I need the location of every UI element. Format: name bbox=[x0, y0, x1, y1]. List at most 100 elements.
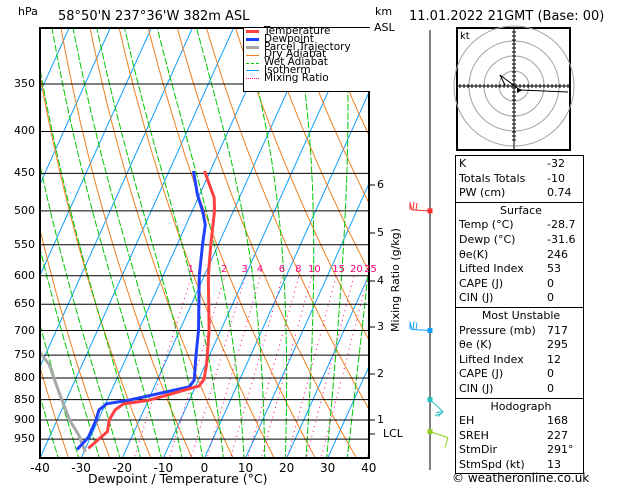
wind-barb bbox=[427, 397, 444, 417]
mixing-ratio-line bbox=[286, 275, 337, 458]
row-value: 227 bbox=[547, 428, 568, 442]
row-value: 295 bbox=[547, 338, 568, 352]
legend-item: Dry Adiabat bbox=[244, 48, 370, 61]
x-tick-label: 30 bbox=[320, 461, 336, 475]
x-tick-label: -40 bbox=[30, 461, 50, 475]
wind-barbs bbox=[409, 201, 449, 448]
location-title: 58°50'N 237°36'W 382m ASL bbox=[58, 9, 250, 24]
table-row: SREH 227 bbox=[459, 429, 583, 444]
table-row: StmDir 291° bbox=[459, 443, 583, 458]
isotherm bbox=[327, 365, 369, 458]
table-row: Lifted Index 53 bbox=[459, 262, 583, 277]
legend-swatch bbox=[246, 62, 259, 64]
row-label: θe (K) bbox=[459, 338, 492, 352]
row-value: -10 bbox=[547, 171, 565, 185]
mixing-ratio-line bbox=[305, 275, 355, 458]
temperature-line bbox=[87, 170, 216, 450]
row-label: CAPE (J) bbox=[459, 276, 504, 290]
isotherm bbox=[40, 28, 111, 186]
mixing-ratio-label: 10 bbox=[308, 264, 321, 275]
row-value: 717 bbox=[547, 323, 568, 337]
x-tick-label: 40 bbox=[361, 461, 377, 475]
km-label: 1 bbox=[377, 413, 384, 426]
mixing-ratio-label: 8 bbox=[295, 264, 302, 275]
mixing-ratio-label: 4 bbox=[256, 264, 264, 275]
km-label: LCL bbox=[383, 427, 403, 440]
legend-label: Wet Adiabat bbox=[264, 56, 328, 69]
pressure-label: 500 bbox=[14, 203, 35, 217]
x-axis-title: Dewpoint / Temperature (°C) bbox=[88, 471, 268, 486]
pressure-label: 650 bbox=[14, 297, 35, 311]
hodograph-unit: kt bbox=[460, 31, 470, 42]
legend-swatch bbox=[246, 30, 259, 34]
plot-frame bbox=[39, 27, 370, 459]
legend-label: Dewpoint bbox=[264, 32, 314, 45]
table-row: CIN (J) 0 bbox=[459, 382, 583, 397]
row-value: 246 bbox=[547, 247, 568, 261]
row-value: -31.6 bbox=[547, 232, 576, 246]
row-label: Lifted Index bbox=[459, 262, 524, 276]
isotherm bbox=[286, 273, 369, 458]
legend-label: Dry Adiabat bbox=[264, 48, 327, 61]
asl-unit: ASL bbox=[374, 21, 395, 34]
km-label: 5 bbox=[377, 226, 384, 239]
legend-label: Temperature bbox=[264, 25, 331, 37]
table-row: StmSpd (kt) 13 bbox=[459, 458, 583, 473]
row-label: Temp (°C) bbox=[459, 218, 514, 232]
table-row: Temp (°C) -28.7 bbox=[459, 218, 583, 233]
mixing-ratio-label: 3 bbox=[241, 264, 248, 275]
surface-section: Surface Temp (°C) -28.7 Dewp (°C) -31.6 θe(K)… bbox=[456, 201, 583, 307]
wind-barb bbox=[427, 429, 449, 448]
legend-item: Temperature bbox=[244, 25, 370, 37]
hodograph-section: Hodograph EH 168 SREH 227 StmDir 291° StmSpd (k… bbox=[456, 397, 583, 474]
x-tick-label: 0 bbox=[200, 461, 209, 475]
table-row: θe(K) 246 bbox=[459, 248, 583, 263]
legend-item: Wet Adiabat bbox=[244, 56, 370, 69]
legend-swatch bbox=[246, 70, 259, 72]
km-label: 3 bbox=[377, 320, 384, 333]
table-row: CAPE (J) 0 bbox=[459, 277, 583, 292]
hodograph: kt bbox=[453, 25, 575, 151]
pressure-lines bbox=[40, 83, 369, 440]
most-unstable-section: Most Unstable Pressure (mb) 717 θe (K) 295 Li… bbox=[456, 306, 583, 398]
legend-label: Mixing Ratio bbox=[264, 71, 329, 84]
dry-adiabat bbox=[578, 17, 629, 461]
row-value: 0.74 bbox=[547, 186, 572, 200]
datetime-title: 11.01.2022 21GMT (Base: 00) bbox=[409, 9, 605, 24]
x-tick-label: 10 bbox=[237, 461, 254, 475]
pressure-label: 850 bbox=[14, 392, 35, 406]
table-row: EH 168 bbox=[459, 414, 583, 429]
km-label: 4 bbox=[377, 274, 384, 287]
legend-label: Isotherm bbox=[264, 63, 311, 76]
legend-item: Parcel Trajectory bbox=[244, 40, 370, 53]
legend-item: Isotherm bbox=[244, 63, 370, 76]
row-label: StmSpd (kt) bbox=[459, 457, 525, 471]
indices-table: K -32 Totals Totals -10 PW (cm) 0.74 Surface T… bbox=[455, 155, 584, 475]
pressure-label: 450 bbox=[14, 166, 35, 180]
parcel-trajectory-line bbox=[40, 349, 87, 453]
legend-item: Dewpoint bbox=[244, 32, 370, 45]
table-row: Pressure (mb) 717 bbox=[459, 324, 583, 339]
x-tick-label: -30 bbox=[71, 461, 91, 475]
copyright: © weatheronline.co.uk bbox=[452, 471, 590, 485]
pressure-label: 350 bbox=[14, 77, 35, 90]
row-label: CAPE (J) bbox=[459, 367, 504, 381]
mixing-ratio-label: 6 bbox=[278, 264, 286, 275]
row-label: Lifted Index bbox=[459, 352, 524, 366]
table-row: θe (K) 295 bbox=[459, 338, 583, 353]
pressure-unit: hPa bbox=[18, 5, 38, 18]
row-value: -28.7 bbox=[547, 218, 576, 232]
isotherm bbox=[40, 28, 193, 368]
mixing-ratio-label: 25 bbox=[364, 264, 377, 275]
storm-motion-marker bbox=[517, 88, 523, 93]
mixing-ratio-line bbox=[229, 275, 284, 458]
legend-swatch bbox=[246, 78, 259, 80]
mixing-ratio-line bbox=[320, 275, 369, 458]
mixing-ratio-line bbox=[247, 275, 300, 458]
row-label: PW (cm) bbox=[459, 186, 506, 200]
legend-label: Parcel Trajectory bbox=[264, 40, 351, 53]
pressure-label: 600 bbox=[14, 268, 35, 282]
table-row: Lifted Index 12 bbox=[459, 353, 583, 368]
row-value: 168 bbox=[547, 414, 568, 428]
